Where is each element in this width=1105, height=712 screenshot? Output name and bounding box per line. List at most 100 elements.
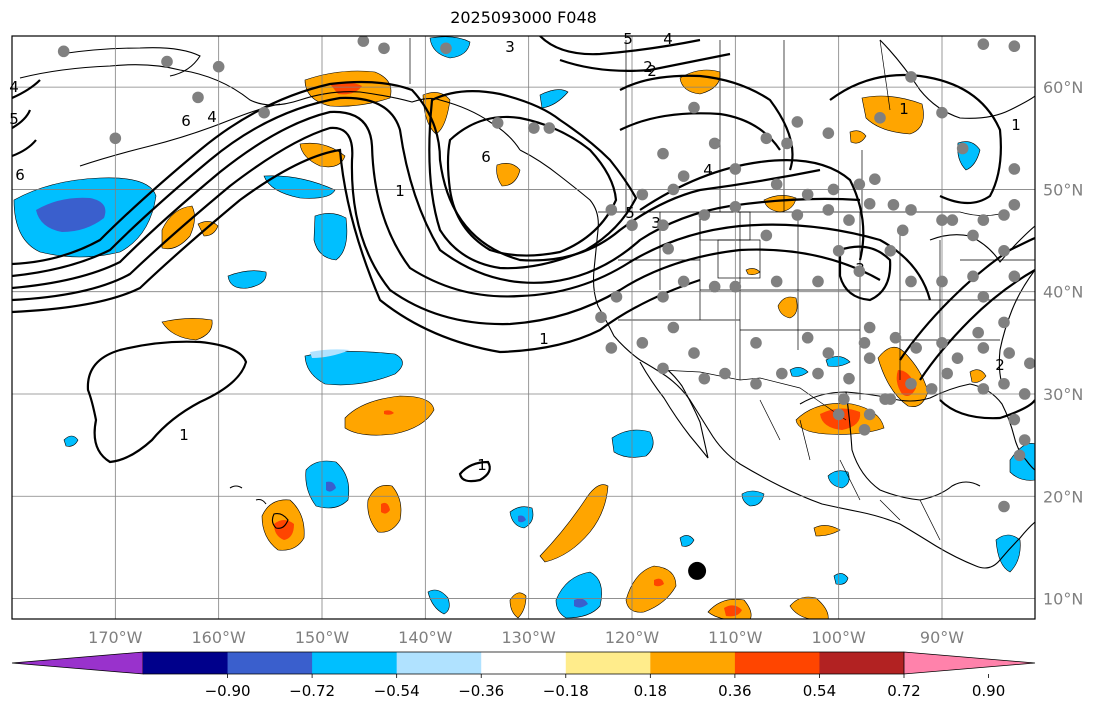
contour-label: 6	[481, 148, 491, 166]
station-dot	[662, 242, 674, 255]
contour-label: 5	[9, 110, 19, 128]
storm-marker-group	[688, 561, 707, 580]
lon-tick-label: 140°W	[398, 628, 453, 647]
station-dot	[812, 367, 824, 380]
station-dot	[869, 173, 881, 185]
station-dot	[729, 163, 742, 175]
contour-label: 1	[179, 426, 189, 444]
station-dot	[972, 326, 984, 339]
station-dot	[719, 367, 731, 380]
station-dot	[626, 219, 638, 232]
station-dot	[57, 45, 70, 58]
contour-label: 4	[703, 161, 713, 179]
station-dot	[543, 122, 556, 134]
shade-negative	[310, 349, 350, 358]
coastline-alaska	[19, 64, 521, 151]
colorbar-segment	[565, 652, 651, 674]
contour-label: 1	[899, 100, 909, 118]
station-dot	[998, 316, 1010, 329]
lon-tick-label: 150°W	[295, 628, 350, 647]
station-dot	[998, 377, 1010, 390]
station-dot	[843, 214, 855, 226]
station-dot	[109, 132, 122, 145]
shade-negative	[555, 571, 602, 619]
shade-negative	[263, 175, 336, 199]
colorbar-tick-label: −0.54	[374, 682, 420, 700]
island-hawaii	[229, 485, 289, 529]
station-dot	[667, 183, 680, 196]
colorbar-tick-labels: −0.90 −0.72 −0.54 −0.36 −0.18 0.18 0.36 0.54 0.7…	[205, 674, 1005, 700]
station-dot	[750, 377, 762, 390]
lon-tick-label: 160°W	[191, 628, 246, 647]
station-dot	[688, 347, 700, 359]
lat-tick-label: 50°N	[1043, 180, 1083, 199]
coastline-aleutians	[79, 103, 281, 167]
station-dot	[1003, 347, 1015, 359]
shade-negative	[574, 598, 588, 608]
shade-negative	[63, 435, 79, 447]
station-dot	[801, 331, 814, 344]
station-dot	[884, 393, 897, 405]
contour-label: 4	[207, 108, 217, 126]
colorbar-tick-label: −0.18	[543, 682, 589, 700]
lat-tick-label: 20°N	[1043, 487, 1083, 506]
coastline-baja	[639, 361, 709, 459]
station-dot	[843, 372, 855, 385]
contour-line	[458, 460, 491, 483]
colorbar-segment	[227, 652, 313, 674]
colorbar-segment	[481, 652, 567, 674]
station-dot	[827, 183, 840, 196]
border-us-states	[618, 212, 1035, 400]
station-dot	[212, 60, 225, 73]
station-dot	[698, 372, 711, 385]
lon-tick-label: 110°W	[708, 628, 763, 647]
lon-tick-label: 130°W	[501, 628, 556, 647]
coastline-hudson	[879, 39, 1035, 119]
station-dot	[951, 352, 964, 364]
station-dot	[760, 229, 773, 242]
shade-positive	[654, 578, 664, 587]
lon-tick-label: 100°W	[811, 628, 866, 647]
shade-positive	[344, 395, 435, 436]
shade-positive	[161, 318, 213, 341]
colorbar-extend-min	[11, 651, 144, 675]
shade-positive	[969, 369, 987, 383]
contour-label: 2	[995, 356, 1005, 374]
lat-tick-label: 10°N	[1043, 590, 1083, 609]
station-dot	[1008, 40, 1021, 53]
lon-tick-label: 170°W	[88, 628, 143, 647]
station-dot	[801, 188, 814, 201]
station-dot	[838, 393, 850, 405]
contour-line	[639, 159, 865, 261]
station-dot	[605, 204, 618, 216]
station-dot	[1008, 270, 1021, 283]
station-dot	[874, 112, 886, 124]
station-dot	[770, 178, 783, 191]
station-dot	[822, 204, 835, 216]
station-dot	[677, 275, 690, 288]
contour-line	[12, 79, 41, 158]
station-dot	[791, 209, 804, 221]
station-dot	[936, 214, 948, 226]
shade-positive	[539, 484, 609, 563]
shade-negative	[427, 589, 450, 615]
station-dot	[595, 311, 607, 324]
coastline-bering	[59, 47, 201, 77]
station-dot	[832, 244, 845, 257]
shade-positive	[496, 163, 521, 187]
station-dot	[832, 408, 845, 421]
contour-label: 4	[9, 78, 19, 96]
station-dot	[936, 337, 948, 349]
border-us-mexico	[659, 369, 847, 421]
station-dot	[657, 147, 669, 160]
station-dot	[1008, 163, 1021, 175]
contour-label: 6	[15, 166, 25, 184]
station-dot	[1018, 434, 1031, 446]
station-dot	[770, 275, 783, 288]
station-dot	[977, 383, 990, 395]
coastline-greatlakes	[929, 225, 1035, 263]
contour-label: 1	[1011, 116, 1021, 134]
colorbar-outline	[143, 651, 904, 675]
contour-line	[619, 74, 794, 171]
